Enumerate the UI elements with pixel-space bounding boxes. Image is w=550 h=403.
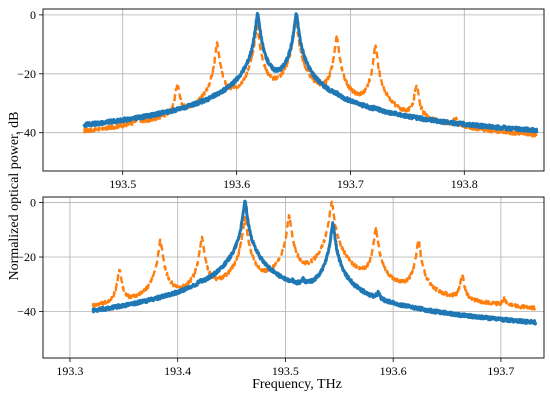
y-tick-label: −20 — [17, 67, 36, 81]
x-tick-label: 193.6 — [223, 177, 250, 191]
x-axis-label: Frequency, THz — [252, 377, 342, 392]
x-tick-label: 193.5 — [272, 364, 299, 378]
solid-series-line — [91, 199, 538, 326]
top-panel: 193.5 193.6 193.7 193.8 0 −20 −40 — [17, 8, 545, 191]
y-tick-label: −40 — [17, 126, 36, 140]
dashed-series-line — [91, 200, 537, 311]
x-tick-label: 193.5 — [109, 177, 136, 191]
x-tick-label: 193.7 — [487, 364, 514, 378]
dashed-series-line — [83, 19, 539, 138]
x-tick-label: 193.7 — [337, 177, 364, 191]
bottom-panel: 193.3 193.4 193.5 193.6 193.7 0 −20 −40 — [17, 195, 545, 378]
x-tick-label: 193.8 — [451, 177, 478, 191]
plot-frame — [42, 8, 545, 172]
y-tick-label: −40 — [17, 305, 36, 319]
x-tick-label: 193.4 — [164, 364, 191, 378]
solid-series-line — [82, 11, 539, 134]
x-tick-label: 193.3 — [56, 364, 83, 378]
y-tick-label: 0 — [30, 195, 36, 209]
y-axis-label: Normalized optical power, dB — [7, 112, 22, 281]
plot-frame — [42, 196, 545, 359]
y-tick-label: 0 — [30, 8, 36, 22]
x-tick-label: 193.6 — [380, 364, 407, 378]
y-tick-label: −20 — [17, 250, 36, 264]
